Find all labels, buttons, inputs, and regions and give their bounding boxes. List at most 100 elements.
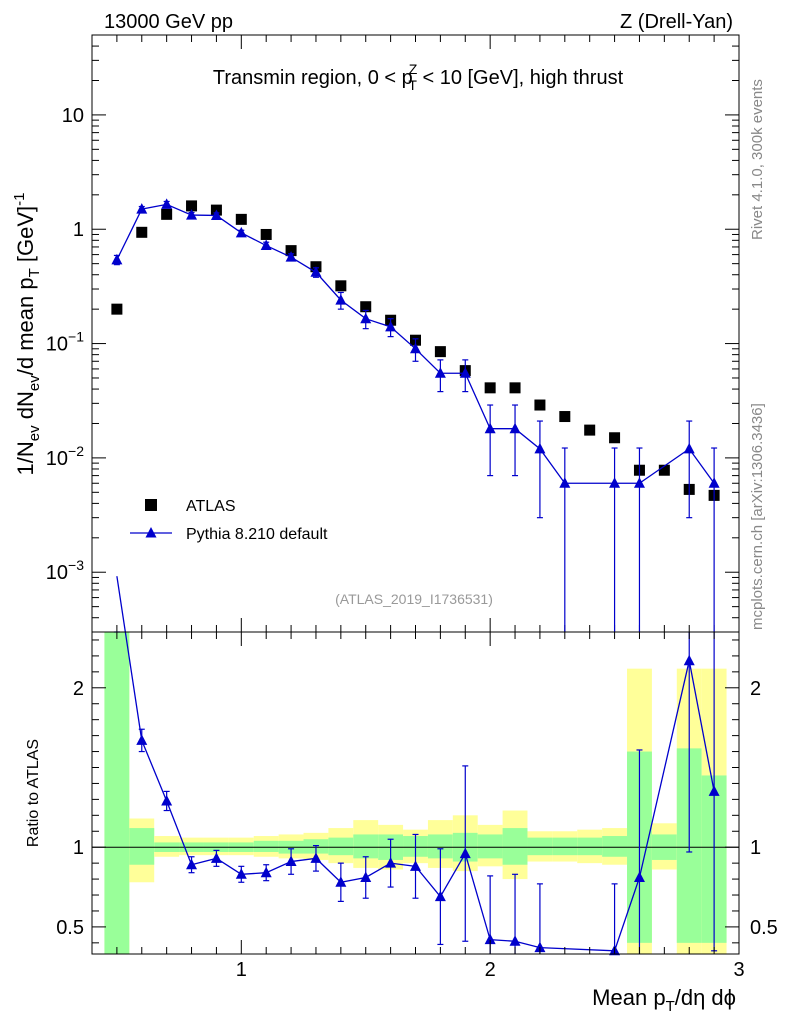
y-tick-label: 1 <box>73 219 84 241</box>
y-tick-base: 10 <box>46 448 68 470</box>
ylabel-sub: ev <box>26 425 43 441</box>
x-tick-label: 1 <box>236 959 247 981</box>
xlabel-sub: T <box>666 998 675 1015</box>
main-ticks <box>91 34 740 633</box>
ratio-inner-band <box>353 834 379 859</box>
y-tick-exp: −2 <box>68 443 84 459</box>
legend-pythia-label: Pythia 8.210 default <box>186 526 328 543</box>
ratio-inner-band <box>577 837 603 856</box>
pythia-point <box>609 477 621 488</box>
ylabel-sup: -1 <box>11 193 28 206</box>
ratio-y-tick-label: 1 <box>73 837 84 859</box>
atlas-point <box>609 432 621 444</box>
pythia-point <box>285 251 297 262</box>
ratio-y-tick-label: 0.5 <box>56 917 84 939</box>
ratio-inner-band <box>253 840 279 852</box>
analysis-label: (ATLAS_2019_I1736531) <box>335 591 493 607</box>
header-left: 13000 GeV pp <box>104 11 233 33</box>
ratio-y-tick-label: 2 <box>73 678 84 700</box>
legend-atlas-label: ATLAS <box>186 498 236 515</box>
title-sup: Z <box>409 61 418 77</box>
x-axis-label: Mean pT/dη dϕ <box>592 985 736 1015</box>
ratio-point <box>186 858 198 870</box>
y-tick-label: 10 <box>62 105 84 127</box>
ratio-point <box>260 866 272 878</box>
atlas-point <box>136 226 148 238</box>
atlas-point <box>584 424 596 436</box>
pythia-point <box>434 367 446 378</box>
main-y-axis-label: 1/Nev dNev/d mean pT [GeV]-1 <box>11 193 43 476</box>
ratio-point <box>310 852 322 863</box>
ratio-pythia-line <box>116 576 715 952</box>
ratio-point <box>335 876 347 887</box>
pythia-point <box>633 477 645 488</box>
pythia-point <box>534 442 546 454</box>
ylabel-sub: ev <box>26 375 43 391</box>
ratio-point <box>509 935 521 946</box>
atlas-point <box>509 382 521 394</box>
ylabel-sub: T <box>26 268 43 277</box>
y-tick-base: 1 <box>73 219 84 241</box>
atlas-point <box>161 208 173 220</box>
main-title: Transmin region, 0 < pZ T < 10 [GeV], hig… <box>213 61 624 93</box>
atlas-point <box>335 280 347 292</box>
atlas-point <box>434 346 446 358</box>
y-tick-exp: −3 <box>68 557 84 573</box>
title-sub: T <box>408 77 417 93</box>
ratio-inner-band <box>104 632 130 954</box>
pythia-point <box>310 266 322 277</box>
ratio-y-tick-label: 0.5 <box>750 917 778 939</box>
pythia-point <box>385 320 397 332</box>
header-right: Z (Drell-Yan) <box>620 11 733 33</box>
atlas-point <box>534 399 546 411</box>
ratio-point <box>385 857 397 868</box>
ratio-point <box>136 734 148 745</box>
y-tick-label: 10−2 <box>46 443 84 470</box>
ratio-point <box>161 794 173 806</box>
ratio-point <box>633 871 645 882</box>
atlas-point <box>111 303 123 315</box>
ylabel-part: [GeV] <box>13 206 38 268</box>
ylabel-part: 1/N <box>13 441 38 475</box>
ratio-y-axis-label: Ratio to ATLAS <box>25 739 42 847</box>
ratio-point <box>484 933 496 945</box>
legend-pythia-marker <box>145 527 157 538</box>
ratio-ticks <box>91 632 740 954</box>
x-tick-label: 3 <box>733 959 744 981</box>
pythia-point <box>459 367 471 378</box>
ratio-inner-band <box>129 828 155 865</box>
atlas-point <box>658 464 670 476</box>
pythia-point <box>360 312 372 324</box>
y-tick-base: 10 <box>62 105 84 127</box>
rivet-label: Rivet 4.1.0, 300k events <box>749 79 766 240</box>
atlas-point <box>360 301 372 313</box>
y-tick-label: 10−3 <box>46 557 84 584</box>
mcplots-label: mcplots.cern.ch [arXiv:1306.3436] <box>749 403 766 630</box>
y-tick-exp: −1 <box>68 329 84 345</box>
atlas-point <box>235 213 247 225</box>
pythia-point <box>484 422 496 434</box>
ratio-panel: 0.5 0.5 1 1 2 2 1 2 3 Ratio to ATLAS Mean pT/dη … <box>25 576 778 1015</box>
y-tick-base: 10 <box>46 334 68 356</box>
ratio-point <box>434 890 446 902</box>
legend-atlas-marker <box>145 499 157 511</box>
ratio-inner-band <box>328 837 354 856</box>
ratio-series <box>113 576 720 956</box>
pythia-point <box>683 442 695 454</box>
title-part: < 10 [GeV], high thrust <box>417 67 624 89</box>
xlabel-part: Mean p <box>592 985 665 1010</box>
pythia-point <box>136 203 148 214</box>
pythia-point <box>708 477 720 488</box>
ratio-tick-labels: 0.5 0.5 1 1 2 2 1 2 3 <box>56 678 778 981</box>
x-tick-label: 2 <box>485 959 496 981</box>
pythia-point <box>559 477 571 488</box>
ylabel-part: dN <box>13 391 38 425</box>
atlas-point <box>484 382 496 394</box>
ratio-bands <box>104 632 727 954</box>
pythia-point <box>335 294 347 305</box>
ratio-point <box>459 847 471 859</box>
pythia-point <box>186 209 198 220</box>
atlas-point <box>260 228 272 240</box>
pythia-point <box>161 198 173 209</box>
